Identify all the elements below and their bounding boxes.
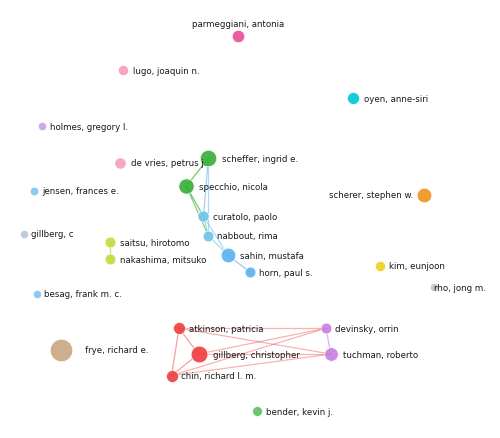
Point (106, 239, 114, 246)
Point (200, 213, 207, 220)
Text: de vries, petrus j.: de vries, petrus j. (131, 159, 206, 168)
Text: devinsky, orrin: devinsky, orrin (335, 324, 398, 333)
Point (20, 230, 28, 237)
Point (204, 155, 212, 162)
Point (106, 256, 114, 263)
Point (327, 351, 335, 358)
Point (254, 408, 262, 415)
Point (376, 263, 384, 270)
Point (33, 291, 41, 298)
Point (420, 192, 428, 199)
Text: holmes, gregory l.: holmes, gregory l. (50, 122, 128, 131)
Text: gillberg, christopher: gillberg, christopher (214, 350, 300, 359)
Point (116, 160, 124, 167)
Text: sahin, mustafa: sahin, mustafa (240, 251, 304, 260)
Text: curatolo, paolo: curatolo, paolo (214, 212, 278, 221)
Text: nabbout, rima: nabbout, rima (217, 232, 278, 240)
Point (204, 233, 212, 240)
Text: besag, frank m. c.: besag, frank m. c. (44, 290, 122, 299)
Point (168, 372, 175, 379)
Text: oyen, anne-siri: oyen, anne-siri (364, 94, 428, 103)
Point (118, 67, 126, 74)
Text: bender, kevin j.: bender, kevin j. (266, 407, 333, 416)
Point (234, 33, 242, 40)
Text: chin, richard l. m.: chin, richard l. m. (182, 371, 256, 380)
Point (430, 284, 438, 291)
Point (224, 252, 232, 259)
Text: horn, paul s.: horn, paul s. (259, 268, 312, 277)
Text: parmeggiani, antonia: parmeggiani, antonia (192, 20, 284, 29)
Text: scheffer, ingrid e.: scheffer, ingrid e. (222, 155, 298, 163)
Text: gillberg, c: gillberg, c (32, 230, 74, 239)
Point (246, 269, 254, 276)
Text: nakashima, mitsuko: nakashima, mitsuko (120, 255, 206, 264)
Text: kim, eunjoon: kim, eunjoon (388, 262, 444, 271)
Text: atkinson, patricia: atkinson, patricia (189, 324, 263, 333)
Text: frye, richard e.: frye, richard e. (85, 346, 148, 354)
Text: scherer, stephen w.: scherer, stephen w. (329, 191, 413, 200)
Text: rho, jong m.: rho, jong m. (434, 283, 486, 292)
Text: saitsu, hirotomo: saitsu, hirotomo (120, 238, 190, 247)
Point (30, 187, 38, 194)
Point (182, 183, 190, 190)
Text: lugo, joaquin n.: lugo, joaquin n. (134, 67, 200, 75)
Text: jensen, frances e.: jensen, frances e. (42, 187, 119, 196)
Point (322, 325, 330, 332)
Text: tuchman, roberto: tuchman, roberto (343, 350, 418, 359)
Text: specchio, nicola: specchio, nicola (198, 182, 268, 191)
Point (194, 351, 202, 358)
Point (349, 95, 357, 102)
Point (175, 325, 183, 332)
Point (38, 123, 46, 130)
Point (58, 346, 66, 353)
